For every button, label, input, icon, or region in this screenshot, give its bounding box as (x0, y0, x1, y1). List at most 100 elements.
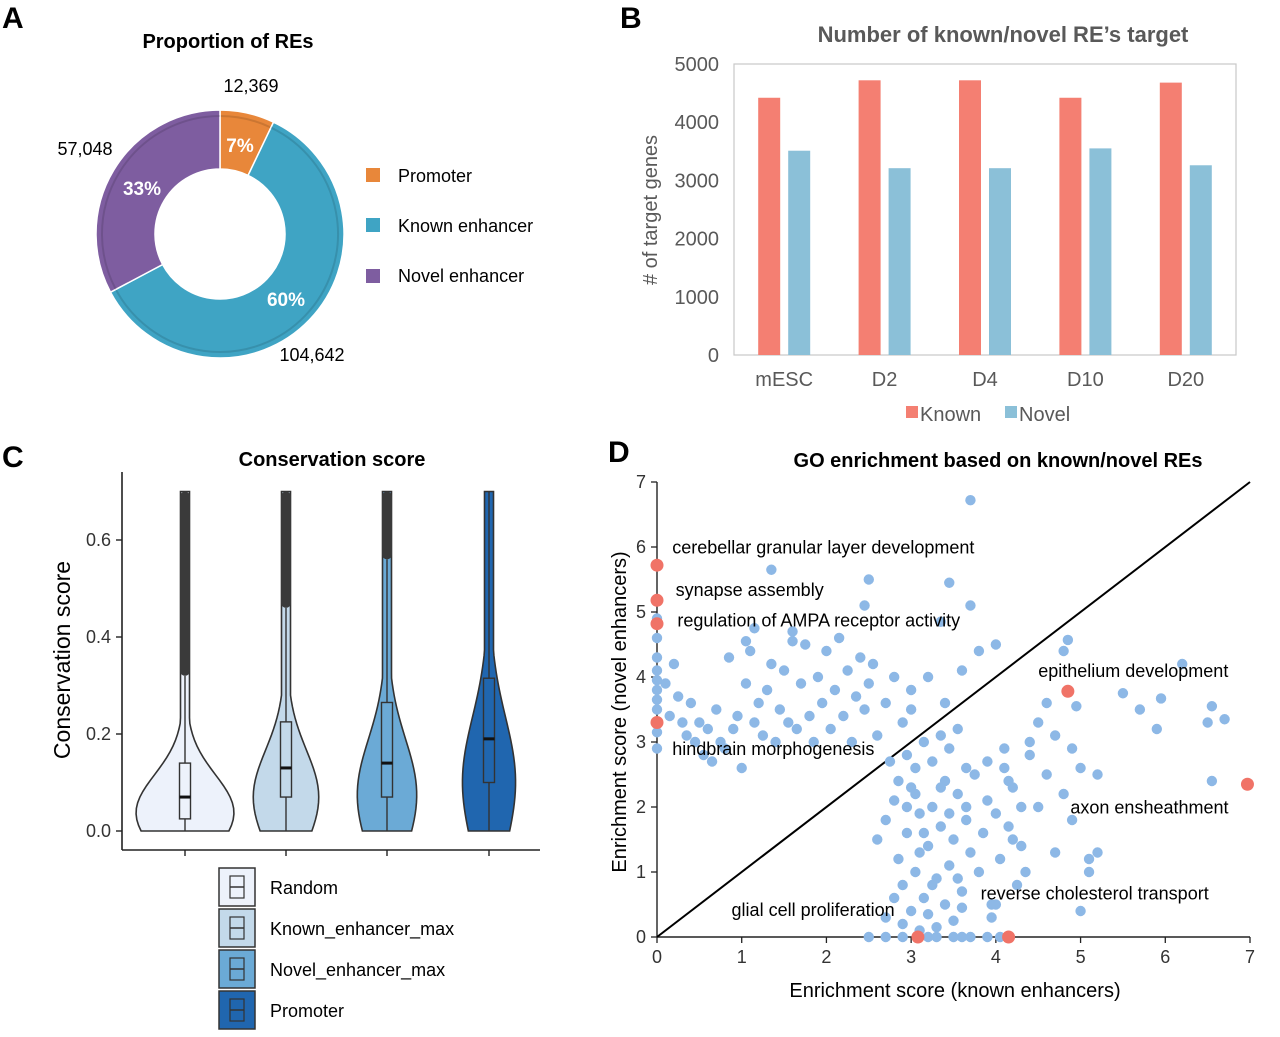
scatter-point (948, 915, 959, 926)
scatter-point (990, 808, 1002, 819)
slice-percent-novel: 33% (123, 179, 161, 200)
scatter-y-tick-0: 0 (636, 927, 646, 947)
legend-label-novel: Novel (1019, 404, 1070, 426)
bar-legend: Known Novel (906, 404, 1070, 426)
scatter-point (1020, 866, 1031, 878)
scatter-point (1033, 717, 1044, 728)
scatter-point (1041, 697, 1052, 709)
scatter-point (901, 801, 913, 813)
scatter-point (961, 801, 972, 813)
scatter-point (965, 600, 976, 611)
scatter-y-tick-1: 1 (636, 862, 646, 882)
scatter-point (787, 626, 798, 637)
bar-y-ticks: 0 1000 2000 3000 4000 5000 (675, 54, 720, 367)
scatter-point (749, 717, 760, 728)
annotation-glial-cell-proliferation: glial cell proliferation (732, 900, 895, 920)
scatter-x-tick-3: 3 (906, 947, 916, 967)
scatter-point (749, 623, 760, 634)
violin-y-tick-0.0: 0.0 (86, 821, 111, 841)
scatter-point (956, 931, 968, 943)
bar-known-d2 (858, 80, 881, 356)
violin-legend-label-novel-enhancer-max: Novel_enhancer_max (270, 960, 445, 981)
scatter-point (859, 704, 870, 715)
scatter-x-tick-5: 5 (1076, 947, 1086, 967)
bar-x-tick-mesc: mESC (755, 369, 813, 391)
scatter-point (1134, 704, 1146, 715)
scatter-point (1058, 645, 1069, 657)
diagonal-line (656, 481, 1251, 938)
scatter-point (880, 814, 891, 826)
scatter-y-tick-5: 5 (636, 602, 646, 622)
annotation-epithelium-development: epithelium development (1038, 661, 1228, 681)
violin-box-random (178, 762, 192, 820)
scatter-point (905, 684, 917, 696)
scatter-point (867, 658, 879, 670)
scatter-point (664, 710, 675, 722)
scatter-point (791, 723, 802, 735)
scatter-point (736, 762, 747, 774)
bar-known-mesc (758, 97, 781, 356)
scatter-point (994, 853, 1006, 865)
panel-b: B Number of known/novel RE’s target 0 100… (620, 2, 1237, 426)
scatter-point (685, 697, 697, 709)
scatter-point (753, 697, 764, 709)
panel-d-label: D (608, 436, 630, 469)
scatter-x-tick-4: 4 (991, 947, 1001, 967)
scatter-point (961, 814, 972, 826)
scatter-point (804, 710, 815, 722)
violin-y-tick-0.2: 0.2 (86, 724, 111, 744)
scatter-y-ticks: 0 1 2 3 4 5 6 7 (636, 472, 657, 947)
scatter-highlight-point (650, 716, 664, 729)
legend-label-novel-enhancer: Novel enhancer (398, 266, 524, 286)
scatter-point (927, 801, 938, 813)
scatter-highlight-point (911, 930, 925, 944)
scatter-highlight-point (650, 558, 664, 572)
bar-y-tick-3000: 3000 (675, 170, 720, 192)
scatter-point (740, 678, 752, 689)
scatter-points (651, 495, 1230, 943)
scatter-point (1062, 634, 1074, 646)
scatter-point (935, 821, 946, 832)
scatter-point (859, 600, 870, 611)
scatter-point (672, 691, 684, 702)
bar-x-tick-d10: D10 (1067, 369, 1104, 391)
panel-b-label: B (620, 2, 642, 35)
bar-known-d10 (1059, 97, 1082, 356)
annotation-hindbrain-morphogenesis: hindbrain morphogenesis (672, 739, 874, 759)
scatter-point (1007, 834, 1018, 845)
annotation-regulation-of-ampa-receptor-activity: regulation of AMPA receptor activity (677, 610, 960, 630)
scatter-point (872, 730, 883, 741)
scatter-point (732, 710, 743, 722)
scatter-point (800, 639, 811, 650)
scatter-point (1151, 723, 1163, 735)
scatter-point (982, 931, 993, 943)
scatter-point (897, 918, 908, 930)
scatter-point (939, 899, 951, 910)
scatter-point (651, 727, 663, 738)
scatter-point (821, 645, 832, 657)
scatter-x-tick-6: 6 (1160, 947, 1170, 967)
scatter-point (694, 717, 705, 728)
scatter-point (986, 912, 997, 923)
panel-a-label: A (2, 2, 24, 35)
violin-y-axis-label: Conservation score (49, 561, 75, 759)
violin-y-tick-0.4: 0.4 (86, 627, 111, 647)
scatter-point (651, 665, 663, 676)
violin-y-tick-0.6: 0.6 (86, 530, 111, 550)
scatter-point (973, 645, 985, 657)
scatter-point (1206, 701, 1218, 712)
scatter-point (1049, 730, 1061, 741)
scatter-point (965, 847, 976, 858)
scatter-point (922, 931, 934, 943)
scatter-point (651, 694, 663, 705)
scatter-point (757, 730, 769, 741)
panel-c: C Conservation score 0.0 0.2 0.4 0.6 Conser… (2, 441, 540, 1030)
bar-series (758, 80, 1212, 356)
bar-novel-d20 (1189, 165, 1212, 355)
scatter-point (808, 736, 819, 748)
scatter-point (889, 795, 900, 806)
bar-y-axis-label: # of target genes (640, 135, 662, 285)
scatter-point (952, 788, 963, 800)
scatter-point (965, 495, 976, 506)
scatter-point (816, 697, 828, 709)
